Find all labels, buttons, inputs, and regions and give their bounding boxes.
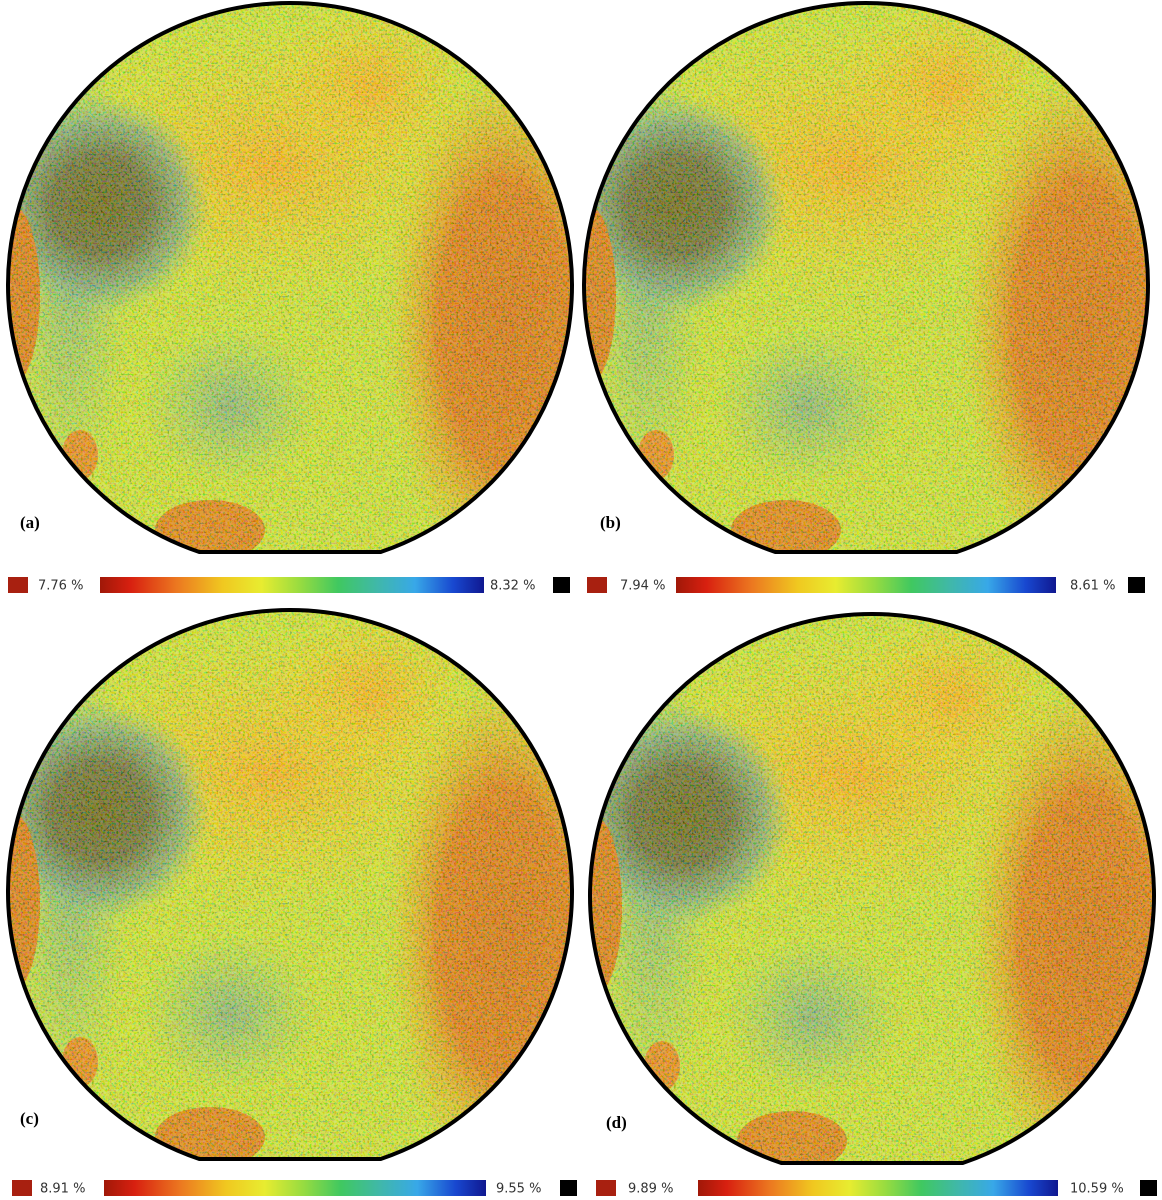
scale-max: 8.32 % <box>490 579 535 594</box>
panel-label: (a) <box>20 513 40 532</box>
panel-label: (d) <box>606 1113 627 1132</box>
wafer-map <box>560 0 1162 585</box>
scale-max: 9.55 % <box>496 1182 541 1197</box>
scale-min: 7.76 % <box>38 579 83 594</box>
wafer-map <box>566 606 1162 1196</box>
panel-label: (c) <box>20 1109 39 1128</box>
wafer-map <box>0 602 625 1192</box>
color-scale: 7.76 % 8.32 % <box>8 577 570 594</box>
scale-max: 10.59 % <box>1070 1182 1124 1197</box>
scale-min: 8.91 % <box>40 1182 85 1197</box>
color-scale: 7.94 % 8.61 % <box>587 577 1145 594</box>
scale-max: 8.61 % <box>1070 579 1115 594</box>
color-scale: 8.91 % 9.55 % <box>12 1180 577 1197</box>
scale-min: 9.89 % <box>628 1182 673 1197</box>
wafer-map <box>0 0 625 585</box>
scale-min: 7.94 % <box>620 579 665 594</box>
panel-label: (b) <box>600 513 621 532</box>
color-scale: 9.89 % 10.59 % <box>596 1180 1157 1197</box>
